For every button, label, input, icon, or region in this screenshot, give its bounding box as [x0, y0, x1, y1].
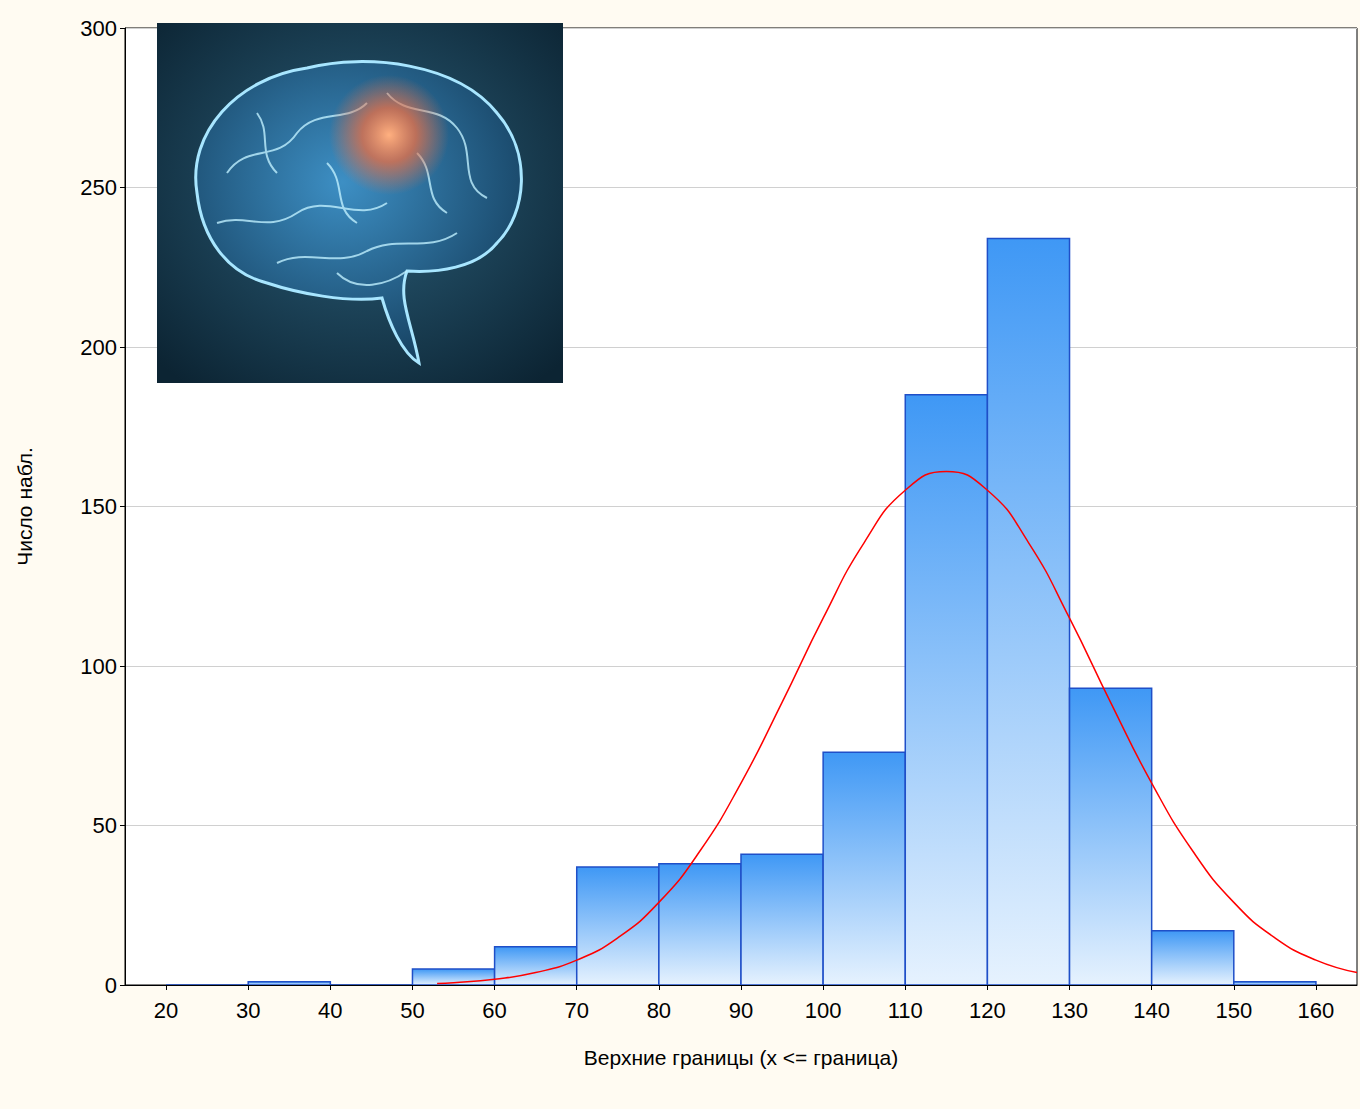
svg-text:130: 130 — [1051, 998, 1088, 1023]
svg-text:200: 200 — [80, 335, 117, 360]
svg-text:90: 90 — [729, 998, 753, 1023]
svg-text:150: 150 — [1215, 998, 1252, 1023]
svg-text:160: 160 — [1298, 998, 1335, 1023]
svg-text:250: 250 — [80, 175, 117, 200]
svg-text:70: 70 — [564, 998, 588, 1023]
svg-text:80: 80 — [647, 998, 671, 1023]
svg-text:100: 100 — [80, 654, 117, 679]
svg-text:30: 30 — [236, 998, 260, 1023]
svg-text:120: 120 — [969, 998, 1006, 1023]
svg-text:100: 100 — [805, 998, 842, 1023]
svg-text:60: 60 — [482, 998, 506, 1023]
svg-text:110: 110 — [888, 998, 923, 1023]
svg-text:40: 40 — [318, 998, 342, 1023]
svg-text:300: 300 — [80, 16, 117, 41]
svg-text:50: 50 — [93, 813, 117, 838]
svg-text:Число набл.: Число набл. — [13, 447, 36, 566]
svg-text:50: 50 — [400, 998, 424, 1023]
svg-text:Верхние границы (x <= граница): Верхние границы (x <= граница) — [584, 1046, 899, 1069]
svg-text:150: 150 — [80, 494, 117, 519]
svg-text:20: 20 — [154, 998, 178, 1023]
svg-text:140: 140 — [1133, 998, 1170, 1023]
svg-text:0: 0 — [105, 973, 117, 998]
